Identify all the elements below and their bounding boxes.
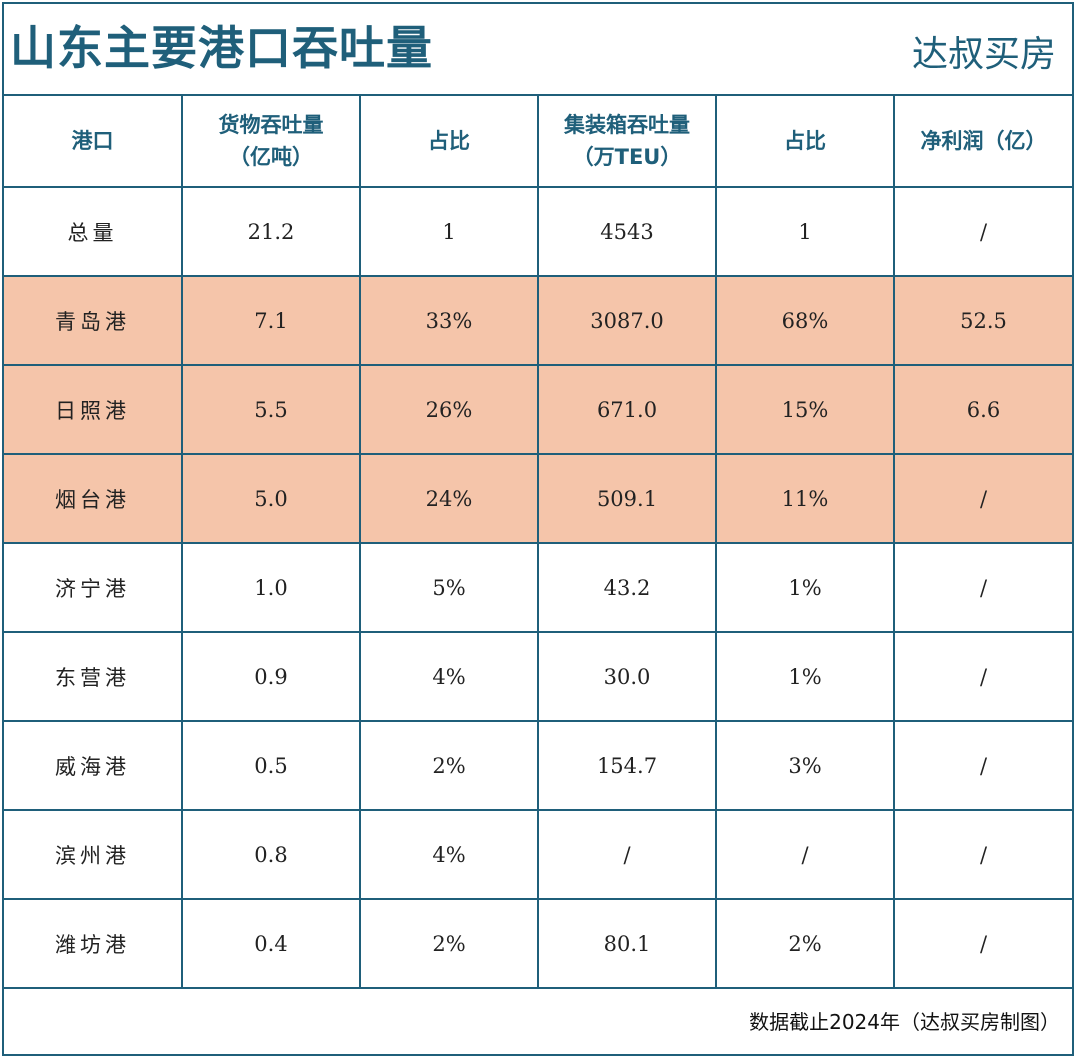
- cell-profit: /: [893, 453, 1072, 544]
- cell-port: 滨州港: [4, 809, 183, 900]
- cell-profit: /: [893, 186, 1072, 277]
- cell-port: 济宁港: [4, 542, 183, 633]
- cell-profit: /: [893, 898, 1072, 989]
- cell-profit: /: [893, 809, 1072, 900]
- table-row-highlighted: 青岛港 7.1 33% 3087.0 68% 52.5: [4, 275, 1072, 366]
- cell-port: 总量: [4, 186, 183, 277]
- cell-container: 509.1: [537, 453, 717, 544]
- cell-cargo: 0.4: [181, 898, 361, 989]
- col-header-profit: 净利润（亿）: [893, 96, 1072, 188]
- cell-profit: 6.6: [893, 364, 1072, 455]
- cell-container: 671.0: [537, 364, 717, 455]
- cell-cargo: 0.8: [181, 809, 361, 900]
- table-row-highlighted: 日照港 5.5 26% 671.0 15% 6.6: [4, 364, 1072, 455]
- cell-container: 80.1: [537, 898, 717, 989]
- cell-cargo: 0.5: [181, 720, 361, 811]
- cell-cargo-share: 4%: [359, 631, 539, 722]
- cell-port: 威海港: [4, 720, 183, 811]
- cell-container: 3087.0: [537, 275, 717, 366]
- footer-bar: 数据截止2024年（达叔买房制图）: [4, 990, 1072, 1054]
- cell-port: 烟台港: [4, 453, 183, 544]
- col-header-container-share: 占比: [715, 96, 895, 188]
- cell-cargo: 7.1: [181, 275, 361, 366]
- col-header-port: 港口: [4, 96, 183, 188]
- cell-container: 4543: [537, 186, 717, 277]
- cell-container: 30.0: [537, 631, 717, 722]
- cell-cargo-share: 4%: [359, 809, 539, 900]
- cell-container-share: 15%: [715, 364, 895, 455]
- cell-cargo: 1.0: [181, 542, 361, 633]
- cell-container-share: 11%: [715, 453, 895, 544]
- cell-cargo-share: 24%: [359, 453, 539, 544]
- cell-cargo-share: 2%: [359, 720, 539, 811]
- cell-cargo-share: 33%: [359, 275, 539, 366]
- header-row: 港口 货物吞吐量 （亿吨） 占比 集装箱吞吐量 （万TEU） 占比 净利润（亿）: [4, 96, 1072, 188]
- cell-container-share: 3%: [715, 720, 895, 811]
- col-header-cargo-share: 占比: [359, 96, 539, 188]
- cell-container-share: 2%: [715, 898, 895, 989]
- cell-port: 东营港: [4, 631, 183, 722]
- cell-profit: 52.5: [893, 275, 1072, 366]
- table-row: 东营港 0.9 4% 30.0 1% /: [4, 631, 1072, 722]
- cell-container-share: 1%: [715, 542, 895, 633]
- cell-cargo: 5.5: [181, 364, 361, 455]
- cell-port: 日照港: [4, 364, 183, 455]
- header-bar: 山东主要港口吞吐量 达叔买房: [4, 4, 1072, 96]
- cell-container-share: 68%: [715, 275, 895, 366]
- cell-container-share: 1%: [715, 631, 895, 722]
- col-header-container: 集装箱吞吐量 （万TEU）: [537, 96, 717, 188]
- table-row-highlighted: 烟台港 5.0 24% 509.1 11% /: [4, 453, 1072, 544]
- cell-container-share: 1: [715, 186, 895, 277]
- footer-note: 数据截止2024年（达叔买房制图）: [749, 1010, 1060, 1034]
- cell-profit: /: [893, 542, 1072, 633]
- cell-container: /: [537, 809, 717, 900]
- page-title: 山东主要港口吞吐量: [10, 21, 433, 75]
- cell-cargo-share: 1: [359, 186, 539, 277]
- cell-profit: /: [893, 631, 1072, 722]
- cell-port: 潍坊港: [4, 898, 183, 989]
- cell-cargo: 21.2: [181, 186, 361, 277]
- table-row: 威海港 0.5 2% 154.7 3% /: [4, 720, 1072, 811]
- cell-cargo-share: 5%: [359, 542, 539, 633]
- cell-cargo-share: 2%: [359, 898, 539, 989]
- table-row: 总量 21.2 1 4543 1 /: [4, 186, 1072, 277]
- table-row: 滨州港 0.8 4% / / /: [4, 809, 1072, 900]
- table-row: 济宁港 1.0 5% 43.2 1% /: [4, 542, 1072, 633]
- col-header-cargo: 货物吞吐量 （亿吨）: [181, 96, 361, 188]
- port-throughput-table: 港口 货物吞吐量 （亿吨） 占比 集装箱吞吐量 （万TEU） 占比 净利润（亿）: [4, 96, 1072, 989]
- cell-cargo: 0.9: [181, 631, 361, 722]
- cell-container: 43.2: [537, 542, 717, 633]
- cell-cargo: 5.0: [181, 453, 361, 544]
- cell-container-share: /: [715, 809, 895, 900]
- brand-label: 达叔买房: [911, 34, 1056, 75]
- cell-port: 青岛港: [4, 275, 183, 366]
- table-row: 潍坊港 0.4 2% 80.1 2% /: [4, 898, 1072, 989]
- cell-profit: /: [893, 720, 1072, 811]
- cell-container: 154.7: [537, 720, 717, 811]
- cell-cargo-share: 26%: [359, 364, 539, 455]
